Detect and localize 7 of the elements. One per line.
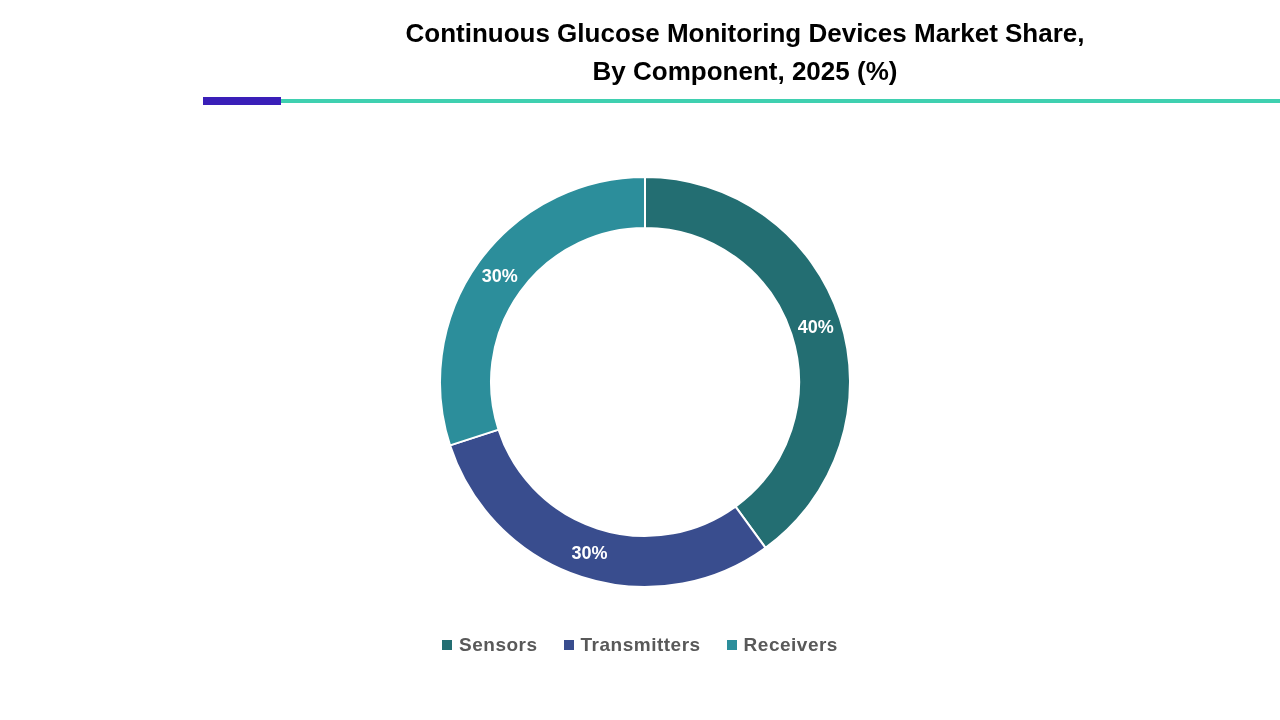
legend-label: Transmitters (580, 634, 701, 656)
data-label: 30% (571, 542, 608, 563)
data-label: 30% (481, 266, 518, 287)
legend-label: Sensors (459, 634, 538, 656)
chart-title: Continuous Glucose Monitoring Devices Market Share, By Component, 2025 (%) (404, 17, 1086, 88)
legend-label: Receivers (743, 634, 838, 656)
data-label: 40% (797, 316, 834, 337)
